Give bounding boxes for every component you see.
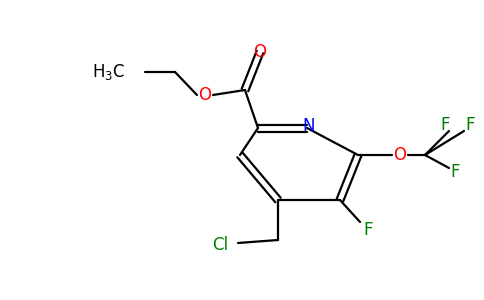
Text: F: F bbox=[363, 221, 373, 239]
Text: F: F bbox=[440, 116, 450, 134]
Text: O: O bbox=[393, 146, 407, 164]
Text: O: O bbox=[198, 86, 212, 104]
Text: F: F bbox=[450, 163, 460, 181]
Text: F: F bbox=[465, 116, 475, 134]
Text: N: N bbox=[303, 117, 315, 135]
Text: O: O bbox=[254, 43, 267, 61]
Text: Cl: Cl bbox=[212, 236, 228, 254]
Text: H$_3$C: H$_3$C bbox=[92, 62, 125, 82]
